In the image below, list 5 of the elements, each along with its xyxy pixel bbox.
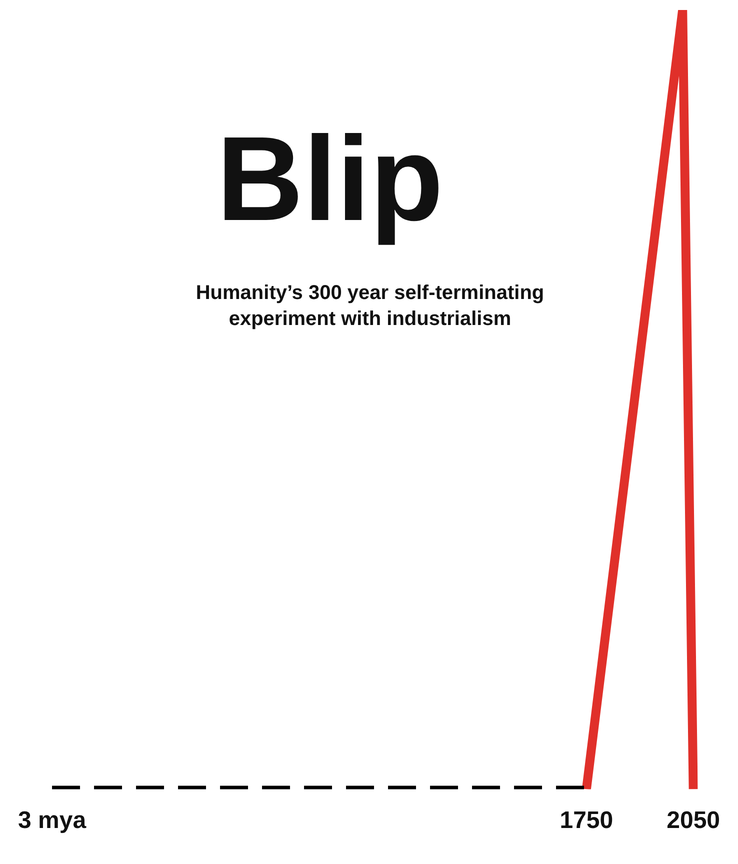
text: Blip	[216, 111, 444, 248]
x-tick-label: 3 mya	[18, 807, 87, 834]
text: Humanity’s 300 year self-terminating experiment with industrialism	[194, 281, 546, 332]
x-tick-label: 2050	[666, 807, 720, 834]
x-tick-label: 1750	[560, 807, 614, 834]
